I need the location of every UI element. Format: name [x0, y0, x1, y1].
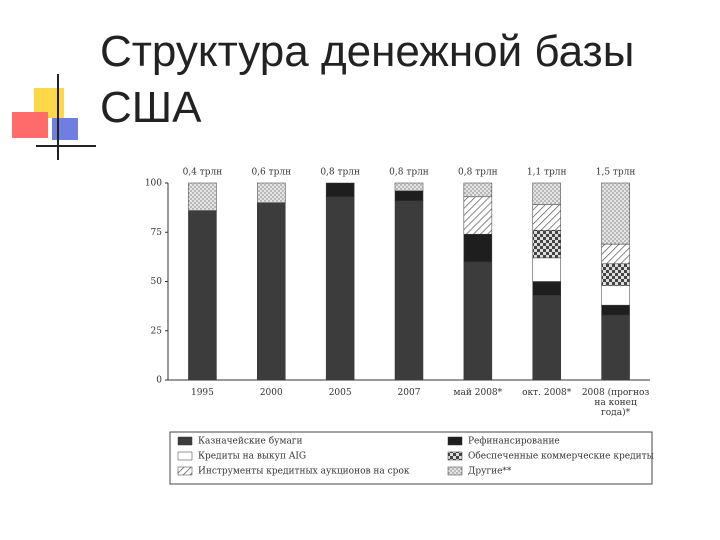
y-tick-label: 0: [156, 376, 162, 386]
y-tick-label: 100: [145, 179, 162, 189]
bar-total-label: 0,8 трлн: [389, 168, 429, 178]
bar-segment: [532, 204, 561, 231]
legend-swatch: [447, 466, 463, 476]
bar-segment: [188, 182, 217, 211]
x-tick-label: 1995: [190, 388, 214, 398]
legend-swatch: [447, 451, 463, 461]
y-tick-label: 75: [151, 228, 163, 238]
bar-segment: [532, 295, 561, 381]
bar-segment: [601, 243, 630, 265]
legend-swatch: [177, 436, 193, 446]
bar-segment: [601, 314, 630, 381]
bar-total-label: 1,5 трлн: [596, 168, 636, 178]
x-tick-label: 2005: [328, 388, 352, 398]
bar-segment: [463, 182, 493, 198]
legend-label: Инструменты кредитных аукционов на срок: [198, 467, 410, 477]
bar-segment: [463, 261, 493, 381]
bar-total-label: 0,6 трлн: [251, 168, 291, 178]
slide-title: Структура денежной базы США: [100, 27, 635, 132]
y-tick-label: 50: [151, 277, 163, 287]
bar-total-label: 0,8 трлн: [458, 168, 498, 178]
bar-segment: [601, 285, 630, 306]
bar-segment: [532, 281, 561, 296]
bar-segment: [532, 257, 561, 282]
slide-decoration: [12, 74, 96, 160]
x-tick-label: 2008 (прогноз на конец года)*: [581, 388, 650, 418]
x-tick-label: май 2008*: [453, 388, 503, 398]
legend-swatch: [447, 436, 463, 446]
bar-segment: [601, 304, 630, 316]
bar-segment: [257, 202, 286, 381]
bar-total-label: 0,4 трлн: [183, 168, 223, 178]
bar-segment: [463, 233, 493, 263]
bar-segment: [463, 196, 493, 235]
bar-segment: [325, 196, 355, 381]
x-tick-label: 2007: [397, 388, 421, 398]
legend-box: [169, 431, 653, 485]
bar-total-label: 1,1 трлн: [527, 168, 567, 178]
legend-swatch: [177, 466, 193, 476]
bar-segment: [257, 182, 286, 203]
bar-segment: [601, 263, 630, 286]
bar-segment: [394, 190, 424, 201]
legend-label: Другие**: [468, 467, 512, 477]
legend-swatch: [177, 451, 193, 461]
legend-label: Кредиты на выкуп AIG: [198, 452, 306, 462]
bar-segment: [601, 182, 630, 245]
x-tick-label: окт. 2008*: [522, 388, 572, 398]
bar-segment: [188, 210, 217, 381]
bar-segment: [394, 200, 424, 381]
x-tick-label: 2000: [259, 388, 283, 398]
bar-segment: [394, 182, 424, 192]
bar-segment: [532, 182, 561, 205]
legend-label: Обеспеченные коммерческие кредиты: [468, 451, 654, 462]
legend-label: Рефинансирование: [468, 437, 560, 447]
bar-total-label: 0,8 трлн: [320, 168, 360, 178]
legend-label: Казначейские бумаги: [198, 436, 303, 447]
bar-segment: [325, 182, 355, 198]
y-tick-label: 25: [151, 326, 163, 336]
bar-segment: [532, 230, 561, 259]
